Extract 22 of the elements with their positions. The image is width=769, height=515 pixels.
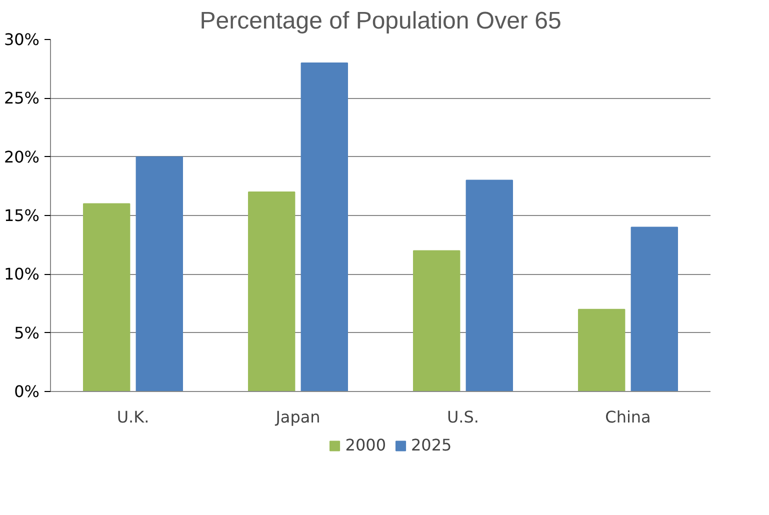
- y-tick-label: 25%: [4, 88, 40, 108]
- bar: [578, 308, 626, 392]
- x-tick-label: China: [605, 408, 651, 426]
- x-tick-label: U.K.: [116, 408, 150, 426]
- bar: [630, 226, 678, 392]
- bar: [466, 180, 513, 392]
- x-tick-label: Japan: [274, 408, 320, 426]
- y-tick-label: 10%: [4, 264, 40, 284]
- bar: [413, 250, 460, 392]
- bar: [248, 192, 296, 392]
- legend-label: 2000: [345, 436, 386, 454]
- bar: [136, 156, 183, 392]
- x-tick-label: U.S.: [446, 408, 480, 426]
- bar: [83, 203, 130, 392]
- legend-label: 2025: [411, 436, 452, 454]
- y-tick-label: 0%: [14, 382, 40, 401]
- chart-title: Percentage of Population Over 65: [200, 8, 562, 34]
- bar: [300, 62, 348, 392]
- y-tick-label: 20%: [4, 147, 40, 166]
- y-tick-label: 5%: [14, 323, 40, 342]
- y-tick-label: 30%: [4, 30, 40, 49]
- y-tick-label: 15%: [4, 206, 40, 225]
